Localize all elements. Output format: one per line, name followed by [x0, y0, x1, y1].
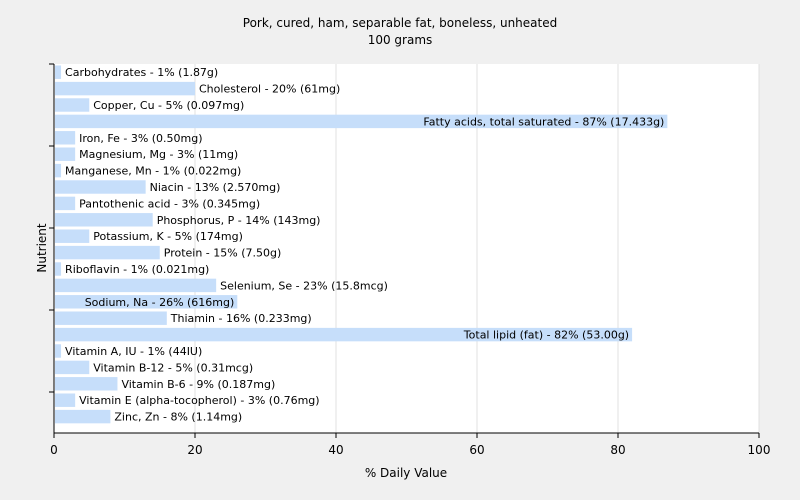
- bar: [55, 245, 160, 260]
- chart-title: Pork, cured, ham, separable fat, boneles…: [243, 16, 557, 30]
- bar-label: Niacin - 13% (2.570mg): [150, 181, 281, 194]
- x-tick-label: 20: [187, 443, 202, 457]
- bar-label: Thiamin - 16% (0.233mg): [170, 312, 312, 325]
- axes-group: 0 20 40 60 80 100: [49, 63, 771, 457]
- bar: [55, 213, 153, 227]
- bar-label: Vitamin E (alpha-tocopherol) - 3% (0.76m…: [79, 394, 319, 407]
- bar: [55, 196, 76, 211]
- bar: [55, 147, 76, 161]
- bar: [55, 81, 195, 96]
- bar: [55, 311, 167, 325]
- bar: [55, 229, 90, 243]
- x-tick-label: 40: [328, 443, 343, 457]
- bar: [55, 295, 238, 309]
- bar-label: Vitamin B-12 - 5% (0.31mcg): [93, 361, 253, 374]
- bar-label: Zinc, Zn - 8% (1.14mg): [114, 411, 242, 424]
- bar-label: Potassium, K - 5% (174mg): [93, 230, 243, 243]
- x-tick-label: 100: [748, 443, 771, 457]
- bar-label: Carbohydrates - 1% (1.87g): [65, 66, 218, 79]
- bar: [55, 98, 90, 112]
- bar-label: Riboflavin - 1% (0.021mg): [65, 263, 209, 276]
- chart-subtitle: 100 grams: [368, 33, 433, 47]
- bar-label: Sodium, Na - 26% (616mg): [85, 296, 235, 309]
- bar-label: Phosphorus, P - 14% (143mg): [157, 214, 321, 227]
- bar-label: Vitamin B-6 - 9% (0.187mg): [121, 378, 275, 391]
- bar-label: Pantothenic acid - 3% (0.345mg): [79, 197, 260, 210]
- bar: [55, 409, 111, 424]
- x-tick-label: 60: [469, 443, 484, 457]
- x-tick-label: 0: [50, 443, 58, 457]
- bar: [55, 377, 118, 391]
- bar-label: Magnesium, Mg - 3% (11mg): [79, 148, 238, 161]
- x-axis-title: % Daily Value: [365, 466, 447, 480]
- bar-label: Copper, Cu - 5% (0.097mg): [93, 99, 244, 112]
- bar: [55, 360, 90, 375]
- bar-label: Total lipid (fat) - 82% (53.00g): [463, 329, 629, 342]
- y-axis-title: Nutrient: [35, 223, 49, 273]
- bar-label: Selenium, Se - 23% (15.8mcg): [220, 279, 388, 292]
- bar-label: Protein - 15% (7.50g): [164, 247, 282, 260]
- bar: [55, 180, 146, 194]
- bar: [55, 393, 76, 407]
- x-tick-label: 80: [610, 443, 625, 457]
- bar: [55, 131, 76, 145]
- bar: [55, 344, 62, 358]
- bar-label: Cholesterol - 20% (61mg): [199, 83, 340, 96]
- bar-label: Fatty acids, total saturated - 87% (17.4…: [423, 115, 664, 128]
- bars-group: Carbohydrates - 1% (1.87g) Cholesterol - …: [55, 65, 668, 424]
- bar-label: Manganese, Mn - 1% (0.022mg): [65, 165, 241, 178]
- bar-label: Vitamin A, IU - 1% (44IU): [65, 345, 202, 358]
- bar: [55, 163, 62, 178]
- bar: [55, 262, 62, 276]
- bar-label: Iron, Fe - 3% (0.50mg): [79, 132, 202, 145]
- bar: [55, 278, 217, 293]
- bar: [55, 114, 668, 129]
- bar: [55, 65, 62, 79]
- bar: [55, 327, 633, 342]
